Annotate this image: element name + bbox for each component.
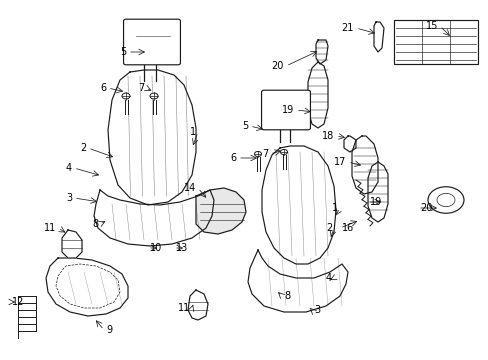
Polygon shape <box>62 230 82 258</box>
Polygon shape <box>367 162 387 222</box>
Circle shape <box>150 93 158 99</box>
Text: 7: 7 <box>261 149 267 159</box>
Text: 1: 1 <box>189 127 196 137</box>
Text: 5: 5 <box>241 121 247 131</box>
Polygon shape <box>108 70 196 205</box>
FancyBboxPatch shape <box>123 19 180 65</box>
Bar <box>393 20 477 64</box>
Polygon shape <box>247 250 347 312</box>
Text: 6: 6 <box>229 153 236 163</box>
Circle shape <box>254 152 261 157</box>
Text: 1: 1 <box>331 203 337 213</box>
Text: 3: 3 <box>313 305 320 315</box>
Polygon shape <box>187 290 207 320</box>
Polygon shape <box>351 136 377 194</box>
Text: 14: 14 <box>183 183 196 193</box>
Text: 21: 21 <box>341 23 353 33</box>
Polygon shape <box>307 62 327 128</box>
Text: 8: 8 <box>284 291 289 301</box>
Text: 2: 2 <box>80 143 86 153</box>
Text: 18: 18 <box>321 131 333 141</box>
Text: 5: 5 <box>120 47 126 57</box>
Text: 10: 10 <box>150 243 162 253</box>
Text: 7: 7 <box>138 83 144 93</box>
Text: 11: 11 <box>44 223 56 233</box>
Text: 20: 20 <box>271 61 284 71</box>
Circle shape <box>427 187 463 213</box>
Polygon shape <box>196 188 245 234</box>
Text: 15: 15 <box>425 21 437 31</box>
FancyBboxPatch shape <box>261 90 310 130</box>
Text: 20: 20 <box>419 203 431 213</box>
Text: 19: 19 <box>369 197 382 207</box>
Polygon shape <box>94 190 214 246</box>
Polygon shape <box>262 146 335 264</box>
Text: 3: 3 <box>66 193 72 203</box>
Polygon shape <box>46 258 128 316</box>
Text: 8: 8 <box>92 219 98 229</box>
Text: 17: 17 <box>333 157 346 167</box>
Text: 9: 9 <box>106 325 112 335</box>
Text: 19: 19 <box>281 105 293 115</box>
Text: 11: 11 <box>178 303 190 313</box>
Polygon shape <box>373 22 383 52</box>
Text: 2: 2 <box>325 223 331 233</box>
Text: 12: 12 <box>12 297 24 307</box>
Polygon shape <box>343 136 355 152</box>
Text: 4: 4 <box>66 163 72 173</box>
Text: 4: 4 <box>325 273 331 283</box>
Text: 16: 16 <box>341 223 353 233</box>
Text: 6: 6 <box>100 83 106 93</box>
Circle shape <box>280 149 287 154</box>
Circle shape <box>122 93 130 99</box>
Text: 13: 13 <box>176 243 188 253</box>
Polygon shape <box>315 40 327 64</box>
